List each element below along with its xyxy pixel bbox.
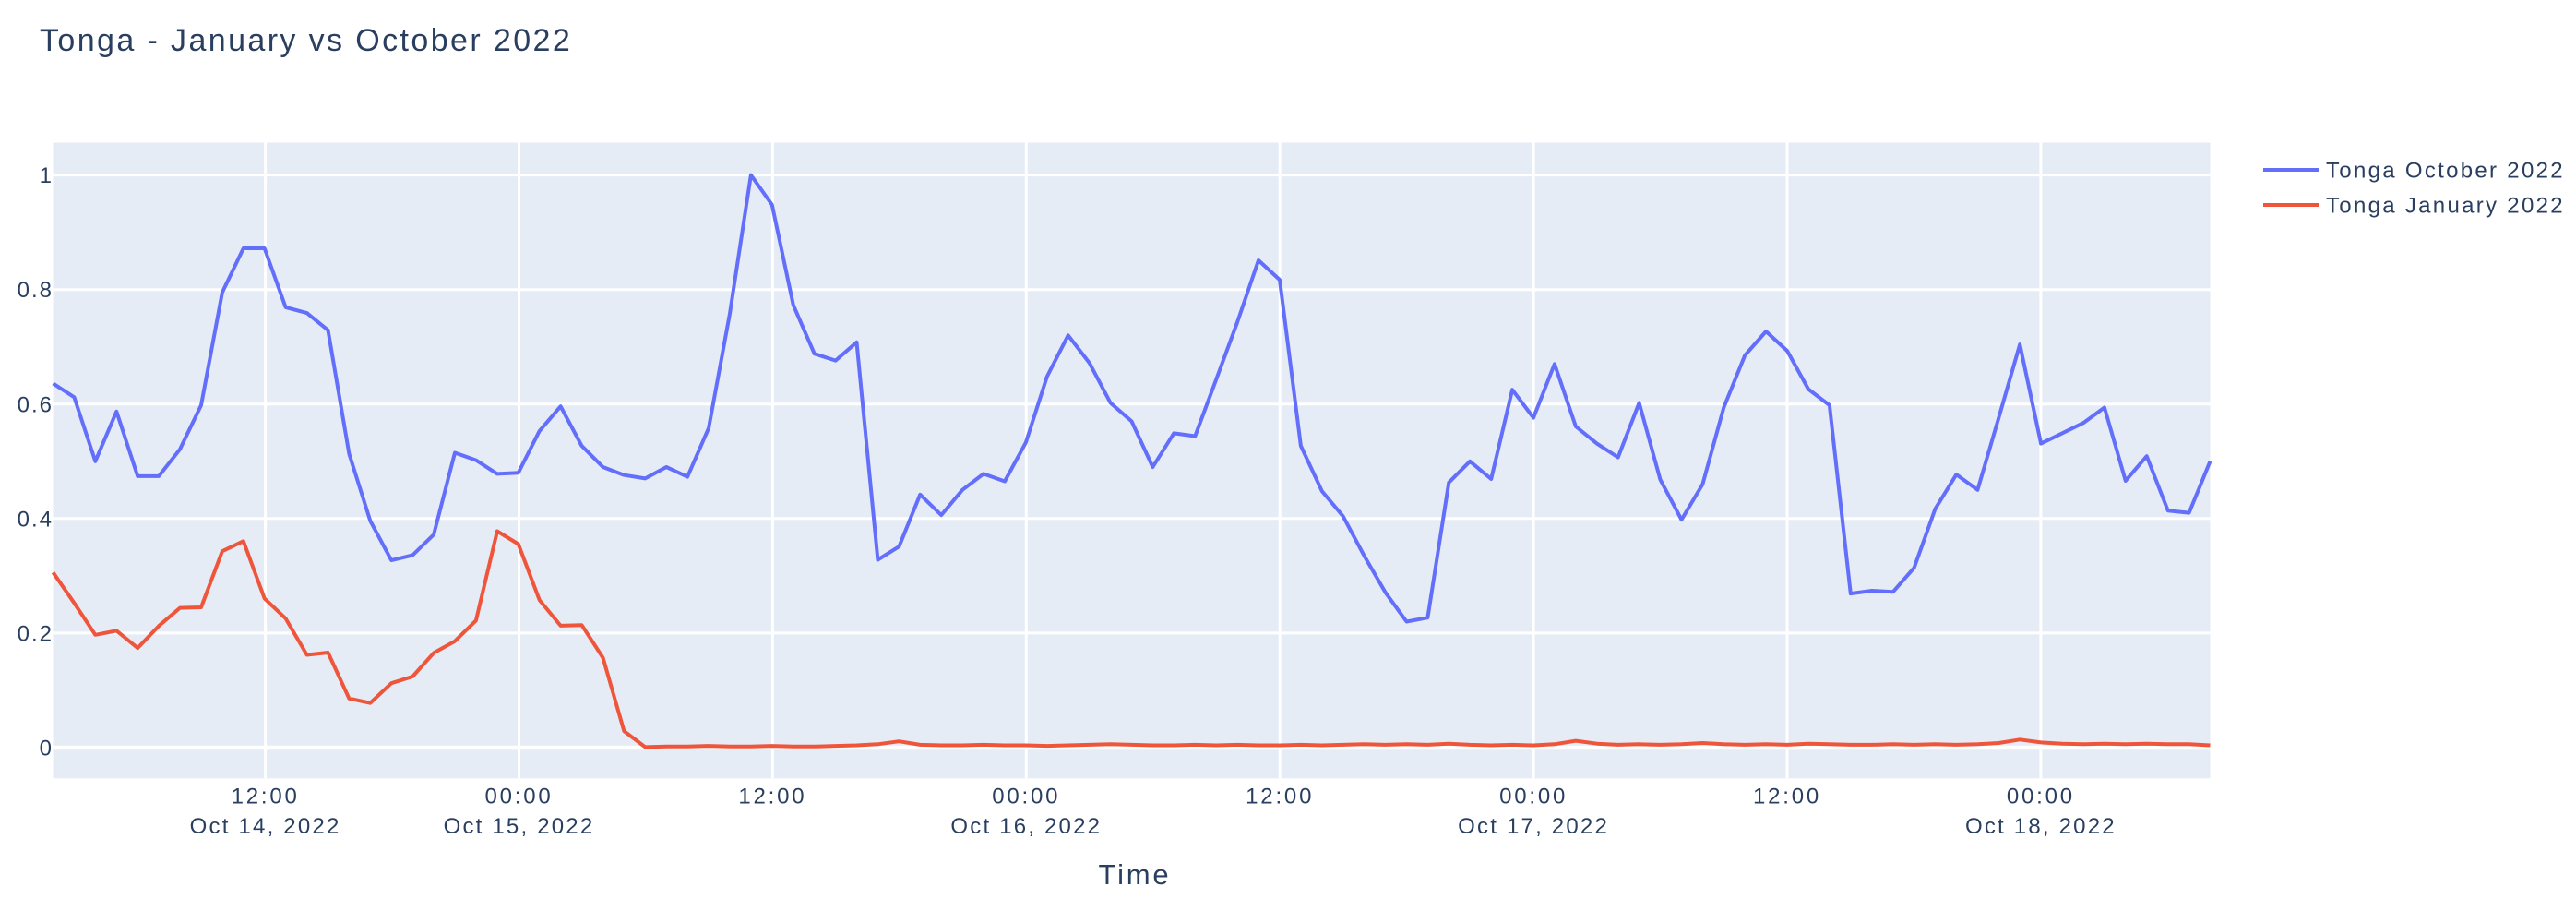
svg-text:00:00: 00:00: [992, 785, 1060, 809]
svg-text:Tonga January 2022: Tonga January 2022: [2326, 194, 2565, 219]
svg-text:00:00: 00:00: [2007, 785, 2075, 809]
svg-text:Oct 15, 2022: Oct 15, 2022: [444, 814, 595, 839]
svg-text:12:00: 12:00: [1753, 785, 1821, 809]
svg-text:0: 0: [40, 737, 54, 761]
svg-text:12:00: 12:00: [1246, 785, 1314, 809]
svg-text:Oct 14, 2022: Oct 14, 2022: [190, 814, 341, 839]
svg-text:Oct 17, 2022: Oct 17, 2022: [1458, 814, 1609, 839]
svg-text:Time: Time: [1099, 858, 1172, 891]
svg-text:0.4: 0.4: [18, 507, 54, 532]
svg-text:12:00: 12:00: [232, 785, 300, 809]
svg-text:1: 1: [40, 163, 54, 188]
svg-text:0.6: 0.6: [18, 392, 54, 417]
svg-text:00:00: 00:00: [484, 785, 553, 809]
svg-text:00:00: 00:00: [1499, 785, 1568, 809]
svg-text:Tonga October 2022: Tonga October 2022: [2326, 159, 2565, 184]
svg-text:Tonga - January vs October 202: Tonga - January vs October 2022: [40, 23, 572, 58]
svg-text:0.8: 0.8: [18, 278, 54, 303]
svg-text:Oct 18, 2022: Oct 18, 2022: [1965, 814, 2117, 839]
svg-text:Oct 16, 2022: Oct 16, 2022: [950, 814, 1102, 839]
svg-text:12:00: 12:00: [738, 785, 806, 809]
svg-text:0.2: 0.2: [18, 621, 54, 646]
